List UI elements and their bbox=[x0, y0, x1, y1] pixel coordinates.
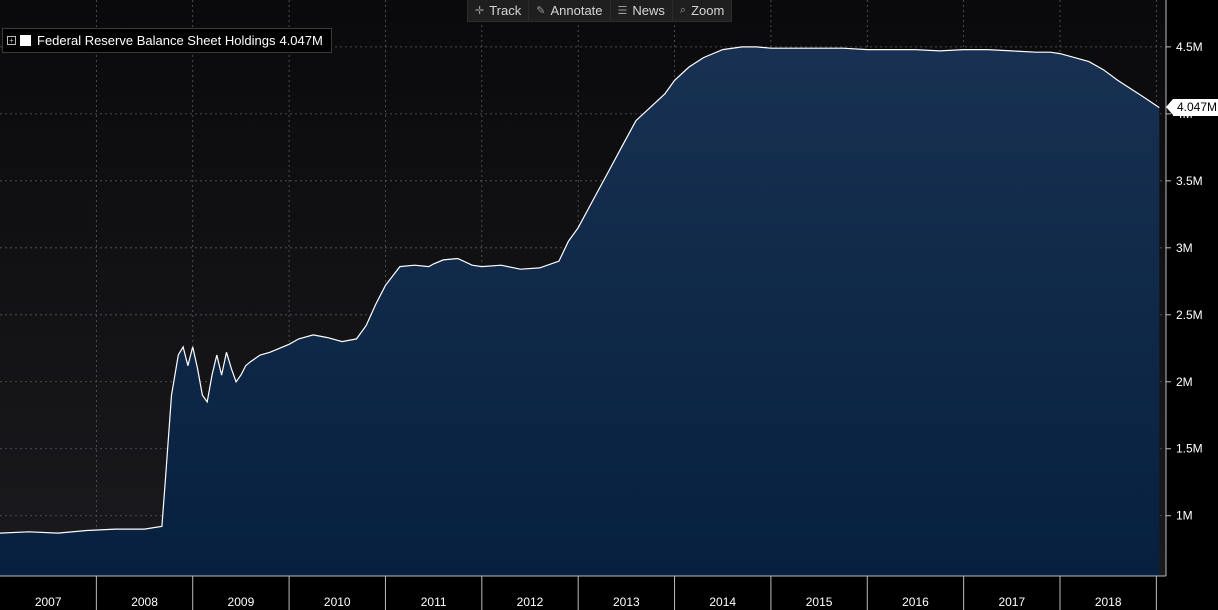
legend-collapse-icon[interactable]: + bbox=[7, 36, 16, 45]
x-tick-label: 2015 bbox=[806, 595, 833, 609]
chart-toolbar: ✛ Track ✎ Annotate ☰ News ⌕ Zoom bbox=[467, 0, 733, 22]
crosshair-icon: ✛ bbox=[475, 5, 485, 17]
legend-value: 4.047M bbox=[279, 33, 323, 48]
x-tick-label: 2018 bbox=[1095, 595, 1122, 609]
track-label: Track bbox=[489, 3, 522, 18]
series-area-fill bbox=[0, 46, 1160, 576]
pencil-icon: ✎ bbox=[536, 5, 546, 17]
x-tick-label: 2010 bbox=[324, 595, 351, 609]
x-tick-label: 2009 bbox=[228, 595, 255, 609]
annotate-label: Annotate bbox=[550, 3, 603, 18]
news-button[interactable]: ☰ News bbox=[611, 0, 673, 21]
y-tick-label: 1.5M bbox=[1176, 442, 1203, 456]
x-tick-label: 2017 bbox=[998, 595, 1025, 609]
x-tick-label: 2011 bbox=[421, 595, 447, 609]
y-tick-label: 1M bbox=[1176, 509, 1193, 523]
track-button[interactable]: ✛ Track bbox=[468, 0, 530, 21]
chart-legend[interactable]: + Federal Reserve Balance Sheet Holdings… bbox=[2, 28, 332, 53]
x-tick-label: 2016 bbox=[902, 595, 929, 609]
zoom-label: Zoom bbox=[691, 3, 725, 18]
y-tick-label: 3.5M bbox=[1176, 174, 1203, 188]
x-axis: 2007 2008 2009 2010 2011 2012 2013 2014 2015 2016… bbox=[0, 575, 1166, 610]
y-tick-label: 4.5M bbox=[1176, 40, 1203, 54]
y-tick-label: 3M bbox=[1176, 241, 1193, 255]
magnifier-icon: ⌕ bbox=[679, 4, 687, 16]
series-line[interactable] bbox=[0, 46, 1160, 534]
legend-swatch bbox=[20, 35, 31, 46]
zoom-button[interactable]: ⌕ Zoom bbox=[673, 0, 731, 21]
y-tick-label: 2M bbox=[1176, 375, 1193, 389]
y-tick-label: 2.5M bbox=[1176, 308, 1203, 322]
last-value-marker: 4.047M bbox=[1165, 99, 1218, 116]
news-icon: ☰ bbox=[617, 5, 628, 17]
annotate-button[interactable]: ✎ Annotate bbox=[529, 0, 611, 21]
x-tick-label: 2008 bbox=[131, 595, 158, 609]
news-label: News bbox=[632, 3, 665, 18]
x-tick-label: 2014 bbox=[709, 595, 736, 609]
legend-series-name: Federal Reserve Balance Sheet Holdings bbox=[37, 33, 276, 48]
x-tick-label: 2007 bbox=[35, 595, 62, 609]
x-tick-label: 2013 bbox=[613, 595, 640, 609]
x-tick-label: 2012 bbox=[517, 595, 544, 609]
